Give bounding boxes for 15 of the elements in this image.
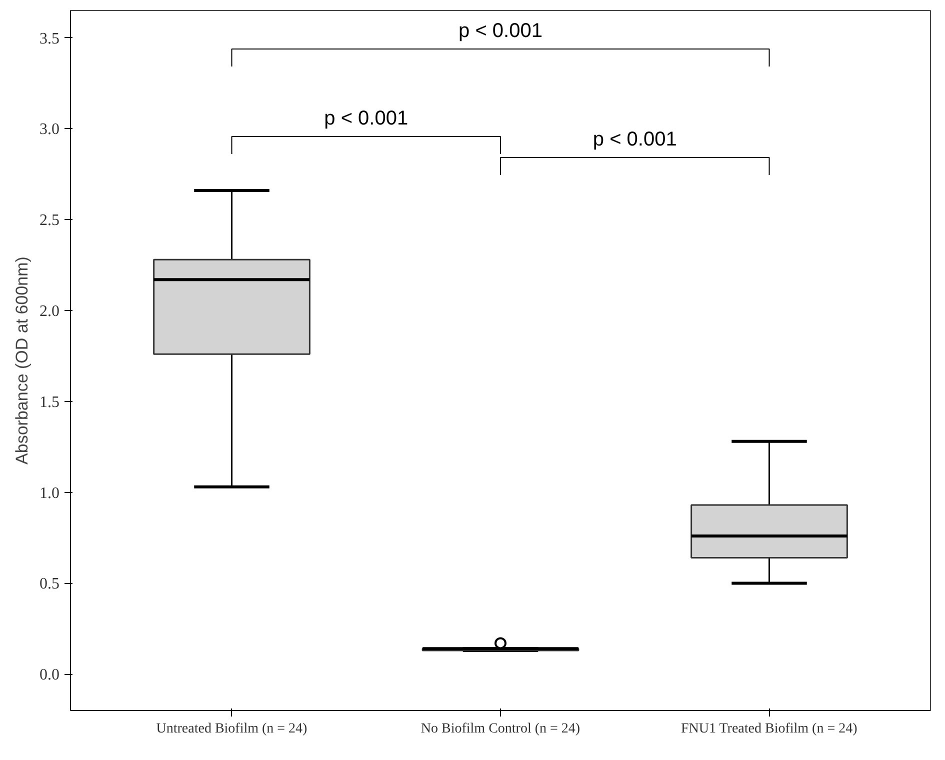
y-tick-label: 1.0 — [40, 484, 60, 502]
annotation: p < 0.001 — [324, 108, 408, 130]
y-tick-label: 3.0 — [40, 121, 60, 138]
annotation: p < 0.001 — [458, 20, 542, 42]
y-tick-label: 0.0 — [40, 666, 60, 684]
x-tick-label: FNU1 Treated Biofilm (n = 24) — [680, 722, 858, 736]
x-tick-label: No Biofilm Control (n = 24) — [420, 722, 580, 736]
y-axis-title: Absorbance (OD at 600nm) — [12, 256, 32, 464]
x-tick-label: Untreated Biofilm (n = 24) — [156, 722, 308, 736]
y-tick-label: 2.0 — [40, 303, 60, 320]
annotation: p < 0.001 — [592, 128, 677, 150]
y-tick-label: 3.5 — [40, 30, 60, 48]
y-tick-label: 0.5 — [40, 576, 60, 593]
y-tick-label: 2.5 — [40, 212, 60, 230]
y-tick-label: 1.5 — [40, 394, 60, 411]
